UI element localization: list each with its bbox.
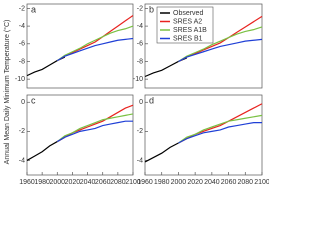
y-tick-label: -4: [19, 157, 25, 164]
y-tick-label: -10: [15, 76, 25, 83]
x-tick-label: 1980: [34, 179, 50, 186]
y-tick-label: -6: [19, 41, 25, 48]
panel-label: c: [31, 95, 36, 105]
y-tick-label: -10: [133, 76, 143, 83]
y-tick-label: -2: [137, 128, 143, 135]
y-tick-label: -2: [19, 5, 25, 12]
plot-frame: [26, 94, 134, 176]
legend-label: SRES B1: [173, 35, 203, 42]
y-tick-label: -2: [19, 128, 25, 135]
x-tick-label: 2000: [171, 179, 187, 186]
series-line: [56, 113, 134, 143]
chart: Annual Mean Daily Minimum Temperature (°…: [3, 3, 269, 186]
x-tick-label: 2080: [237, 179, 253, 186]
series-line: [178, 26, 263, 62]
y-tick-label: 0: [21, 99, 25, 106]
x-tick-label: 2040: [204, 179, 220, 186]
series-line: [56, 25, 134, 62]
x-tick-label: 2060: [95, 179, 111, 186]
x-tick-label: 2000: [49, 179, 65, 186]
legend-label: SRES A1B: [173, 27, 207, 34]
x-tick-label: 1980: [154, 179, 170, 186]
x-tick-label: 2020: [65, 179, 81, 186]
y-tick-label: -2: [137, 5, 143, 12]
plot-frame: [144, 94, 263, 176]
x-tick-label: 2080: [110, 179, 126, 186]
y-tick-label: -6: [137, 41, 143, 48]
y-tick-label: -4: [19, 23, 25, 30]
y-tick-label: -4: [137, 23, 143, 30]
panel-label: a: [31, 4, 36, 14]
plot-frame: [26, 3, 134, 89]
x-tick-label: 1960: [19, 179, 35, 186]
x-tick-label: 2060: [221, 179, 237, 186]
x-tick-label: 1960: [137, 179, 153, 186]
panel-label: d: [149, 95, 154, 105]
legend-label: SRES A2: [173, 18, 202, 25]
panel-label: b: [149, 4, 154, 14]
x-tick-label: 2040: [80, 179, 96, 186]
series-line: [178, 38, 263, 63]
series-line: [56, 120, 133, 143]
y-tick-label: -8: [19, 58, 25, 65]
series-line: [56, 37, 134, 62]
y-tick-label: 0: [139, 99, 143, 106]
series-line: [178, 114, 263, 144]
x-tick-label: 2100: [125, 179, 141, 186]
x-tick-label: 2100: [254, 179, 269, 186]
plot-frame: [144, 3, 263, 89]
legend-label: Observed: [173, 10, 203, 17]
y-tick-label: -8: [137, 58, 143, 65]
y-tick-label: -4: [137, 157, 143, 164]
series-line: [178, 122, 262, 144]
y-axis-title: Annual Mean Daily Minimum Temperature (°…: [3, 20, 11, 165]
x-tick-label: 2020: [187, 179, 203, 186]
